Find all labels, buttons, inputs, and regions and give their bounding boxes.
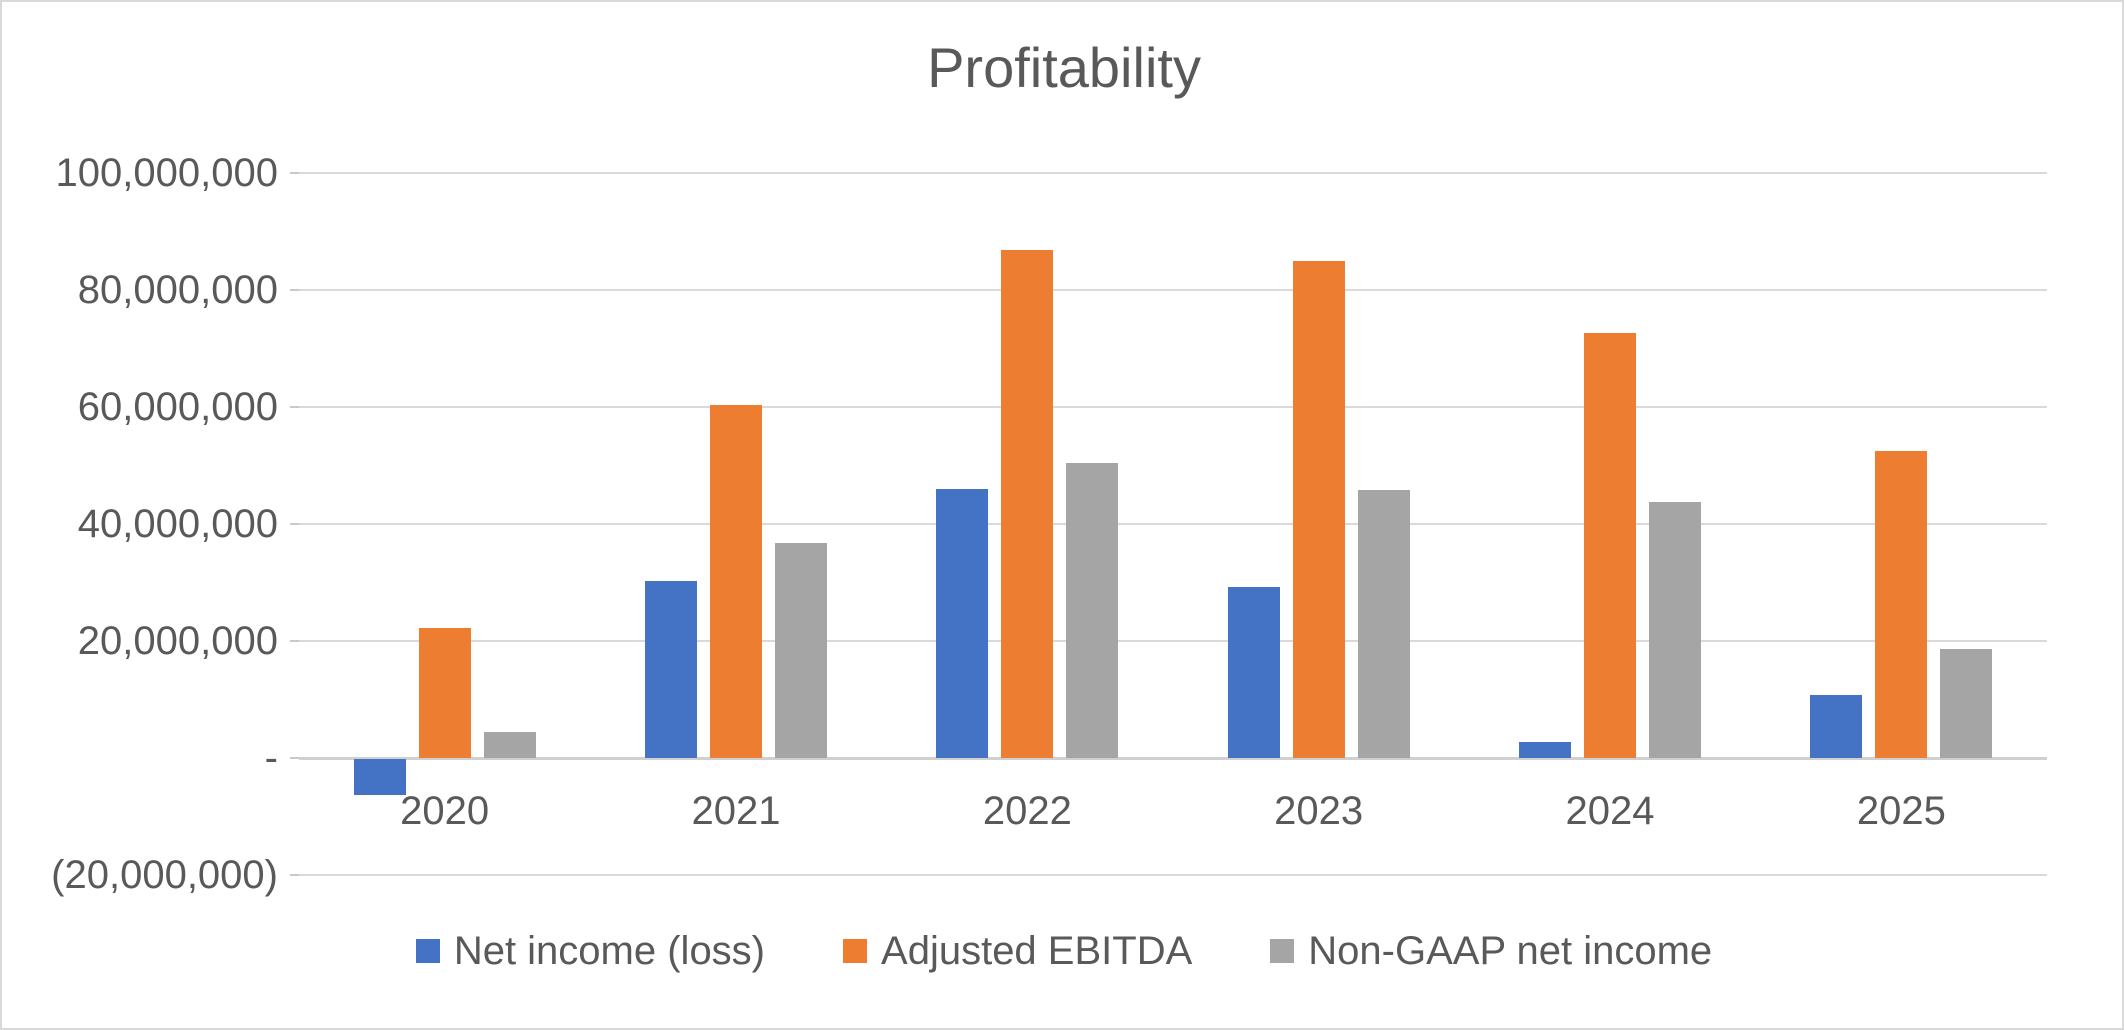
- gridline: [299, 640, 2047, 642]
- gridline: [299, 289, 2047, 291]
- legend-item-non-gaap-net-income[interactable]: Non-GAAP net income: [1270, 927, 1712, 975]
- y-axis-label: 40,000,000: [77, 502, 278, 546]
- x-axis-label-2025: 2025: [1856, 789, 1946, 833]
- bar-adjusted-ebitda-2024[interactable]: [1584, 332, 1636, 758]
- x-axis-label-2020: 2020: [400, 789, 490, 833]
- bar-adjusted-ebitda-2025[interactable]: [1875, 450, 1928, 758]
- y-axis-tick: [290, 757, 299, 759]
- bar-non-gaap-net-income-2020[interactable]: [483, 731, 536, 758]
- y-axis-label: -: [264, 736, 278, 780]
- y-axis-label: 100,000,000: [55, 151, 278, 195]
- y-axis-tick: [290, 640, 299, 642]
- legend-label: Non-GAAP net income: [1308, 929, 1713, 973]
- gridline: [299, 406, 2047, 408]
- legend-swatch-icon: [843, 939, 868, 963]
- bar-non-gaap-net-income-2025[interactable]: [1940, 648, 1993, 758]
- y-axis-tick: [290, 172, 299, 174]
- plot-area: 2020 2021 2022 2023 2024 2025: [299, 172, 2047, 876]
- x-axis-label-2022: 2022: [982, 789, 1072, 833]
- bar-net-income-loss-2023[interactable]: [1227, 586, 1280, 758]
- legend-swatch-icon: [415, 939, 440, 963]
- bar-non-gaap-net-income-2022[interactable]: [1066, 462, 1119, 758]
- y-axis-label: (20,000,000): [51, 853, 278, 897]
- x-axis-label-2021: 2021: [691, 789, 781, 833]
- bar-adjusted-ebitda-2023[interactable]: [1292, 260, 1345, 758]
- legend-item-adjusted-ebitda[interactable]: Adjusted EBITDA: [843, 927, 1192, 975]
- y-axis-tick: [290, 523, 299, 525]
- bar-net-income-loss-2020[interactable]: [353, 759, 406, 796]
- bar-adjusted-ebitda-2022[interactable]: [1001, 250, 1054, 758]
- bar-non-gaap-net-income-2021[interactable]: [775, 542, 827, 758]
- bar-non-gaap-net-income-2024[interactable]: [1649, 502, 1701, 758]
- x-axis-label-2023: 2023: [1274, 789, 1364, 833]
- x-axis-line: [299, 757, 2047, 760]
- y-axis-tick: [290, 874, 299, 876]
- legend-label: Net income (loss): [453, 929, 766, 973]
- gridline: [299, 172, 2047, 174]
- bar-net-income-loss-2025[interactable]: [1810, 695, 1863, 758]
- gridline: [299, 874, 2047, 876]
- bar-net-income-loss-2022[interactable]: [936, 488, 989, 758]
- legend-item-net-income-loss[interactable]: Net income (loss): [415, 927, 766, 975]
- y-axis-label: 60,000,000: [77, 385, 278, 429]
- bar-adjusted-ebitda-2021[interactable]: [710, 404, 762, 758]
- gridline: [299, 523, 2047, 525]
- legend-swatch-icon: [1270, 939, 1295, 963]
- bar-net-income-loss-2024[interactable]: [1519, 741, 1571, 758]
- y-axis-label: 20,000,000: [77, 619, 278, 663]
- y-axis-label: 80,000,000: [77, 268, 278, 312]
- x-axis-label-2024: 2024: [1565, 789, 1655, 833]
- y-axis-tick: [290, 289, 299, 291]
- legend-label: Adjusted EBITDA: [881, 929, 1193, 973]
- bar-non-gaap-net-income-2023[interactable]: [1357, 490, 1410, 758]
- bar-adjusted-ebitda-2020[interactable]: [418, 627, 471, 758]
- legend: Net income (loss) Adjusted EBITDA Non-GAAP…: [2, 927, 2122, 975]
- y-axis-tick: [290, 406, 299, 408]
- bar-net-income-loss-2021[interactable]: [645, 580, 697, 758]
- chart-title: Profitability: [927, 36, 1201, 99]
